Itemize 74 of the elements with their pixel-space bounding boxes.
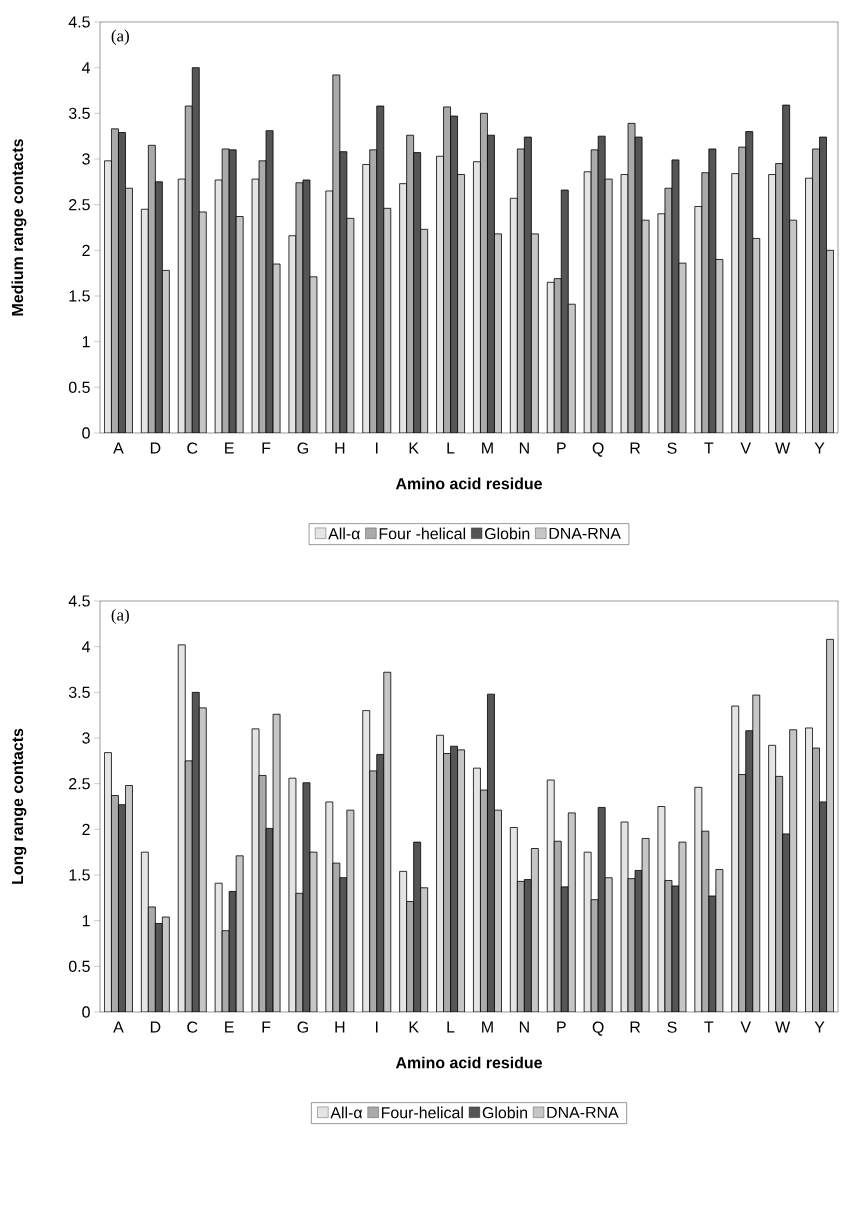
x-tick-label: K xyxy=(409,442,419,454)
x-tick-label: N xyxy=(519,1021,529,1033)
x-tick-label: S xyxy=(667,1021,677,1033)
y-tick-label: 1 xyxy=(82,336,90,348)
x-tick-label: A xyxy=(113,1021,124,1033)
x-tick-label: W xyxy=(775,1021,791,1033)
y-tick-label: 3.5 xyxy=(68,686,90,698)
x-tick-label: F xyxy=(262,1021,271,1033)
x-tick-label: R xyxy=(630,442,641,454)
y-tick-label: 3 xyxy=(82,732,90,744)
x-tick-label: M xyxy=(482,1021,493,1033)
y-tick-label: 3 xyxy=(82,153,90,165)
y-tick-label: 2 xyxy=(82,244,90,256)
y-tick-label: 1.5 xyxy=(69,869,90,881)
x-tick-label: G xyxy=(297,442,308,454)
legend-label: DNA-RNA xyxy=(547,1106,619,1118)
x-tick-label: L xyxy=(447,442,455,454)
legend-label: Four -helical xyxy=(379,527,466,540)
x-tick-label: L xyxy=(447,1021,455,1033)
x-tick-label: P xyxy=(557,1021,566,1033)
x-tick-label: Q xyxy=(592,1021,604,1036)
x-tick-label: M xyxy=(482,442,493,454)
y-tick-label: 2.5 xyxy=(69,199,90,211)
x-tick-label: H xyxy=(335,442,345,454)
x-tick-label: W xyxy=(775,442,791,454)
x-tick-label: F xyxy=(262,442,271,454)
x-tick-label: S xyxy=(667,442,677,454)
y-tick-label: 1 xyxy=(82,915,90,927)
x-tick-label: T xyxy=(704,1021,714,1033)
x-tick-label: H xyxy=(335,1021,345,1033)
x-tick-label: P xyxy=(557,442,566,454)
y-tick-label: 3.5 xyxy=(68,107,90,119)
x-tick-label: Q xyxy=(592,442,604,457)
y-tick-label: 1.5 xyxy=(69,290,90,302)
x-tick-label: A xyxy=(113,442,124,454)
x-tick-label: D xyxy=(150,442,161,454)
x-tick-label: K xyxy=(409,1021,419,1033)
x-tick-label: G xyxy=(297,1021,308,1033)
y-tick-label: 0.5 xyxy=(68,381,90,393)
y-tick-label: 4.5 xyxy=(68,595,90,607)
annotation: (a) xyxy=(111,608,129,624)
x-tick-label: E xyxy=(225,1021,234,1033)
y-tick-label: 4 xyxy=(81,62,91,74)
x-tick-label: T xyxy=(704,442,714,454)
y-tick-label: 0 xyxy=(82,427,90,439)
legend-label: DNA-RNA xyxy=(549,527,621,539)
x-tick-label: E xyxy=(225,442,234,454)
x-axis-title: Amino acid residue xyxy=(395,477,542,490)
x-tick-label: N xyxy=(519,442,529,454)
y-tick-label: 4 xyxy=(81,641,91,653)
y-tick-label: 2 xyxy=(82,823,90,835)
y-tick-label: 0.5 xyxy=(68,960,90,972)
y-tick-label: 2.5 xyxy=(69,778,90,790)
x-tick-label: C xyxy=(187,1021,198,1033)
annotation: (a) xyxy=(111,29,129,45)
legend-label: All-α xyxy=(330,1106,363,1119)
legend-label: Globin xyxy=(484,527,530,540)
x-tick-label: R xyxy=(630,1021,641,1033)
x-tick-label: V xyxy=(740,1021,751,1033)
legend-label: Four-helical xyxy=(381,1106,463,1119)
x-tick-label: C xyxy=(187,442,198,454)
x-tick-label: Y xyxy=(814,442,825,454)
y-axis-title: Long range contacts xyxy=(12,728,27,884)
x-tick-label: I xyxy=(376,442,378,454)
x-tick-label: I xyxy=(376,1021,378,1033)
x-tick-label: V xyxy=(740,442,751,454)
y-axis-title: Medium range contacts xyxy=(11,139,27,316)
legend-label: Globin xyxy=(482,1106,527,1119)
y-tick-label: 0 xyxy=(82,1006,90,1018)
x-tick-label: Y xyxy=(814,1021,825,1033)
legend-label: All-α xyxy=(328,527,360,540)
x-tick-label: D xyxy=(150,1021,161,1033)
y-tick-label: 4.5 xyxy=(68,16,90,28)
x-axis-title: Amino acid residue xyxy=(395,1056,542,1069)
